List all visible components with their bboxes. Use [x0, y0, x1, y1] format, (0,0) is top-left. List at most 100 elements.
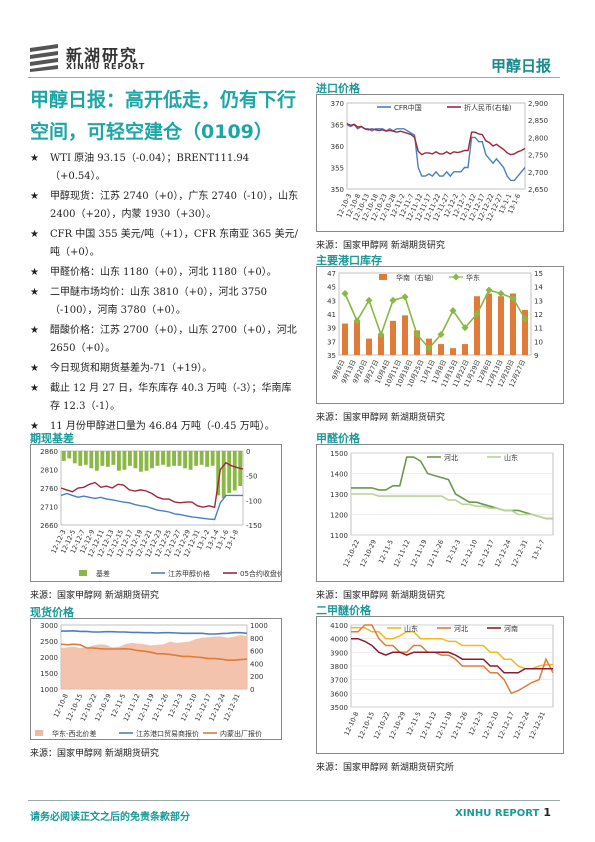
- y-tick-label: 370: [331, 100, 344, 108]
- y-tick-label: 2860: [40, 448, 58, 456]
- legend-swatch: [379, 274, 387, 280]
- series-line-inner-mongolia: [60, 643, 248, 662]
- bar-south-china: [474, 296, 480, 355]
- bar-basis: [111, 451, 116, 465]
- bar-basis: [89, 451, 94, 469]
- y2-tick-label: 0: [250, 686, 254, 694]
- section-title-formaldehyde-price: 甲醛价格: [316, 432, 360, 445]
- key-points-list: ★ WTI 原油 93.15（-0.04）；BRENT111.94（+0.54）。…: [30, 150, 300, 438]
- y2-tick-label: 2,650: [528, 186, 548, 194]
- legend-label: 华东-西北价差: [52, 729, 97, 738]
- series-line-shandong: [351, 626, 553, 670]
- y-tick-label: 3600: [330, 690, 348, 698]
- x-tick-label: 12-11-5: [377, 538, 395, 564]
- y-tick-label: 365: [331, 122, 344, 130]
- y-tick-label: 2500: [40, 638, 58, 646]
- y2-tick-label: 800: [250, 635, 263, 643]
- point-east-china: [377, 330, 385, 339]
- point-east-china: [509, 294, 517, 302]
- bar-basis: [133, 451, 138, 469]
- bar-basis: [83, 451, 88, 465]
- bar-south-china: [414, 330, 420, 355]
- series-line-jiangsu-port: [61, 629, 248, 635]
- legend-swatch: [79, 570, 87, 576]
- y2-tick-label: 600: [250, 648, 263, 656]
- section-title-spot-price: 现货价格: [30, 606, 74, 619]
- y-tick-label: 39: [327, 325, 336, 333]
- y-tick-label: 43: [327, 297, 336, 305]
- bar-basis: [122, 451, 127, 470]
- logo-mark-icon: [30, 44, 58, 72]
- area-east-northwest-spread: [61, 635, 247, 689]
- bar-basis: [199, 451, 204, 465]
- x-tick-label: 12-10-29: [358, 538, 378, 568]
- chart-svg: 1100120013001400150012-10-2212-10-2912-1…: [330, 450, 554, 569]
- key-point: ★ 甲醛价格：山东 1180（+0），河北 1180（+0）。: [30, 264, 300, 282]
- y-tick-label: 1400: [330, 471, 348, 479]
- y-tick-label: 47: [327, 270, 336, 278]
- y2-tick-label: 11: [534, 325, 543, 333]
- bar-basis: [139, 451, 143, 472]
- y-tick-label: 350: [331, 186, 344, 194]
- star-bullet-icon: ★: [30, 229, 39, 240]
- source-note: 来源：国家甲醇网 新湖期货研究: [30, 591, 159, 601]
- y2-tick-label: 2,750: [528, 152, 548, 160]
- point-east-china: [401, 293, 409, 301]
- point-east-china: [389, 296, 397, 304]
- bar-basis: [205, 451, 210, 467]
- bar-south-china: [462, 344, 468, 355]
- page-title-line-1: 甲醇日报：高开低走，仍有下行: [30, 89, 297, 111]
- bar-basis: [183, 451, 188, 469]
- bar-basis: [72, 451, 77, 464]
- chart-dme-price: 3500 3600 3700 3800 3900 4000 4100 12-10-8 12-10…: [316, 616, 564, 754]
- point-east-china: [473, 310, 481, 318]
- footer-brand-text: XINHU REPORT: [455, 808, 540, 819]
- bar-south-china: [342, 323, 348, 355]
- point-east-china: [341, 289, 349, 298]
- legend-label: 山东: [504, 453, 518, 462]
- point-east-china: [497, 289, 505, 298]
- chart-import-price: 350 355 360 365 370 2,650 2,700 2,750 2,800 2,850…: [316, 94, 564, 232]
- star-bullet-icon: ★: [30, 287, 39, 298]
- legend-label: 山东: [404, 624, 418, 633]
- chart-svg: 3537394143454791011121314159月6日9月13日9月20…: [327, 270, 543, 389]
- star-bullet-icon: ★: [30, 363, 39, 374]
- y-tick-label: 3000: [40, 622, 58, 630]
- legend-label: CFR中国: [394, 103, 422, 112]
- y-tick-label: 37: [327, 338, 336, 346]
- chart-svg: 350036003700380039004000410012-10-812-10…: [330, 622, 554, 741]
- x-tick-label: 13-1-7: [530, 538, 546, 561]
- point-east-china: [521, 315, 529, 323]
- source-note: 来源：国家甲醇网 新湖期货研究: [316, 241, 445, 251]
- y2-tick-label: 0: [246, 448, 250, 456]
- series-line-hebei: [351, 624, 554, 695]
- bar-south-china: [522, 309, 528, 355]
- legend-label: 华东: [466, 273, 480, 282]
- bar-basis: [194, 451, 199, 466]
- section-title-dme-price: 二甲醚价格: [316, 604, 371, 617]
- series-line-contract-05: [60, 461, 244, 509]
- bar-basis: [94, 451, 99, 471]
- x-tick-label: 12-12-3: [444, 538, 462, 564]
- y2-tick-label: 12: [534, 311, 543, 319]
- legend-label: 05合约收盘价: [240, 569, 281, 578]
- y-tick-label: 1000: [40, 686, 58, 694]
- y2-tick-label: 2,700: [528, 169, 548, 177]
- y2-tick-label: 14: [534, 284, 543, 292]
- bar-basis: [232, 451, 237, 491]
- key-point: ★ WTI 原油 93.15（-0.04）；BRENT111.94（+0.54）。: [30, 150, 300, 186]
- bar-basis: [128, 451, 132, 466]
- star-bullet-icon: ★: [30, 191, 39, 202]
- series-line-cfr-china: [346, 123, 526, 182]
- legend-label: 内蒙出厂报价: [220, 729, 262, 738]
- report-name: 甲醇日报: [490, 57, 551, 75]
- chart-svg: 26602710276028102860-150-100-50012-12-31…: [40, 448, 281, 578]
- footer-rule: [28, 800, 560, 801]
- header-rule: [28, 77, 560, 78]
- bar-basis: [210, 451, 215, 466]
- bar-basis: [155, 451, 160, 466]
- legend-swatch: [35, 730, 43, 736]
- y-tick-label: 45: [327, 284, 336, 292]
- section-title-basis: 期现基差: [30, 432, 74, 445]
- y-tick-label: 2810: [40, 467, 58, 475]
